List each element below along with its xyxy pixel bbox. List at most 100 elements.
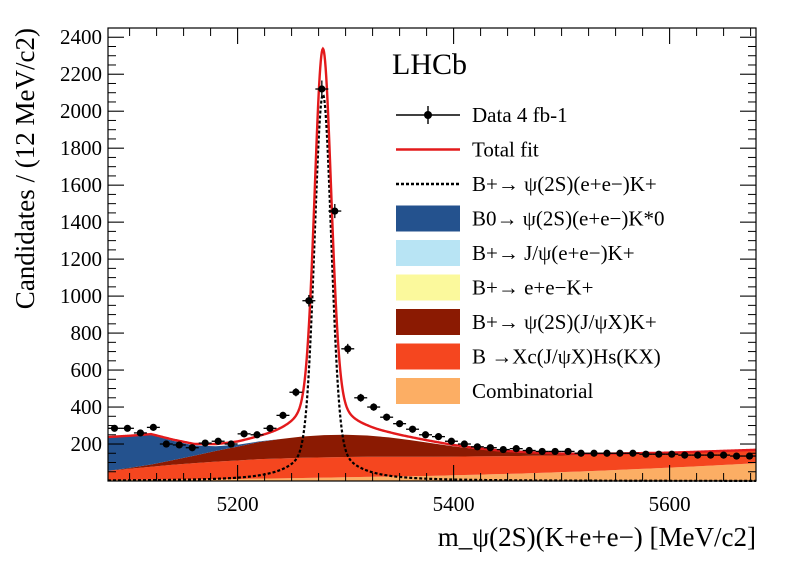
data-point [250, 431, 264, 439]
data-point-marker [149, 423, 157, 431]
data-point-marker [447, 437, 456, 445]
data-point-marker [720, 451, 728, 459]
legend-label: B+→ ψ(2S)(e+e−)K+ [472, 172, 657, 196]
data-point-marker [266, 424, 274, 432]
data-point [691, 451, 705, 459]
legend-swatch-marker [424, 111, 432, 119]
data-point [380, 413, 394, 421]
data-point [341, 343, 355, 354]
legend-entry: B0→ ψ(2S)(e+e−)K*0 [396, 205, 665, 232]
data-point [315, 80, 329, 98]
data-point [120, 424, 134, 432]
data-point [185, 444, 199, 452]
legend: Data 4 fb-1 Total fit B+→ ψ(2S)(e+e−)K+ B0→… [396, 103, 665, 404]
y-tick-label: 2000 [60, 99, 102, 123]
legend-label: B →Xc(J/ψX)Hs(KX) [472, 345, 661, 369]
legend-label: B+→ ψ(2S)(J/ψX)K+ [472, 310, 657, 334]
data-point [496, 445, 510, 454]
legend-entry: Data 4 fb-1 [396, 103, 568, 127]
data-point [146, 423, 160, 431]
data-point-marker [681, 451, 689, 459]
data-point [367, 403, 381, 411]
legend-swatch-fill [396, 343, 460, 370]
data-point [172, 441, 186, 449]
data-point [678, 451, 692, 459]
y-tick-label: 400 [71, 395, 103, 419]
legend-entry: B+→ J/ψ(e+e−)K+ [396, 240, 635, 266]
data-point-marker [642, 450, 650, 458]
data-point [457, 440, 471, 448]
data-point [302, 294, 316, 307]
data-point-marker [279, 411, 287, 419]
data-point-marker [123, 424, 132, 432]
data-point [600, 449, 614, 457]
data-point [211, 437, 225, 445]
data-point-marker [668, 450, 676, 458]
data-point [419, 431, 432, 439]
data-point [704, 451, 718, 459]
data-point-marker [616, 449, 624, 457]
data-point-marker [318, 85, 326, 93]
legend-swatch-fill [396, 274, 460, 301]
data-point [470, 443, 484, 451]
data-point-marker [201, 439, 209, 447]
band-combinatorial [108, 463, 756, 481]
x-tick-label: 5200 [217, 492, 259, 516]
data-point-marker [383, 413, 391, 421]
legend-swatch-fill [396, 378, 460, 404]
data-point-marker [655, 450, 663, 458]
signal-curve [108, 92, 756, 482]
legend-entry: B+→ e+e−K+ [396, 274, 593, 301]
band-psi2s_jpsix [108, 434, 756, 471]
data-point [198, 439, 212, 447]
data-point [263, 424, 277, 432]
data-points [108, 80, 756, 460]
data-point-marker [577, 449, 585, 457]
legend-entry: B+→ ψ(2S)(e+e−)K+ [396, 172, 657, 196]
data-point-marker [396, 420, 404, 428]
axes: 200 400 600 800 1000 1200 1400 1600 1800 2000 2200… [60, 25, 756, 516]
legend-label: B+→ e+e−K+ [472, 276, 593, 300]
data-point-marker [110, 424, 119, 432]
data-point-marker [460, 440, 468, 448]
data-point [535, 447, 549, 456]
legend-entry: Combinatorial [396, 378, 593, 404]
data-point [730, 452, 744, 460]
data-point [432, 433, 445, 441]
data-point [717, 451, 731, 459]
data-point [108, 424, 121, 432]
data-point-marker [745, 452, 754, 460]
data-point [483, 444, 497, 452]
data-point-marker [214, 437, 222, 445]
data-point-marker [370, 403, 378, 411]
data-point-marker [551, 447, 559, 456]
data-point-marker [305, 297, 313, 305]
data-point [224, 440, 238, 448]
data-point [276, 411, 290, 419]
data-point [133, 429, 147, 437]
data-point-marker [629, 449, 637, 457]
data-point [652, 450, 666, 458]
data-point-marker [434, 433, 443, 441]
y-tick-label: 1000 [60, 284, 102, 308]
legend-label: B+→ J/ψ(e+e−)K+ [472, 241, 635, 265]
data-point [237, 430, 251, 438]
y-tick-label: 800 [71, 321, 103, 345]
legend-label: B0→ ψ(2S)(e+e−)K*0 [472, 207, 665, 231]
x-axis-title: m_ψ(2S)(K+e+e−) [MeV/c2] [438, 522, 756, 552]
data-point-marker [512, 445, 520, 453]
data-point-marker [175, 441, 183, 449]
data-point [509, 445, 523, 453]
data-point-marker [564, 447, 572, 456]
data-point-marker [499, 445, 507, 454]
x-tick-label: 5600 [649, 492, 691, 516]
data-point [548, 447, 562, 456]
x-tick-label: 5400 [433, 492, 475, 516]
data-point-marker [408, 425, 417, 433]
data-point-marker [525, 446, 533, 455]
data-point [639, 450, 653, 458]
legend-label: Total fit [472, 138, 539, 162]
legend-label: Data 4 fb-1 [472, 103, 568, 127]
y-tick-label: 200 [71, 432, 103, 456]
